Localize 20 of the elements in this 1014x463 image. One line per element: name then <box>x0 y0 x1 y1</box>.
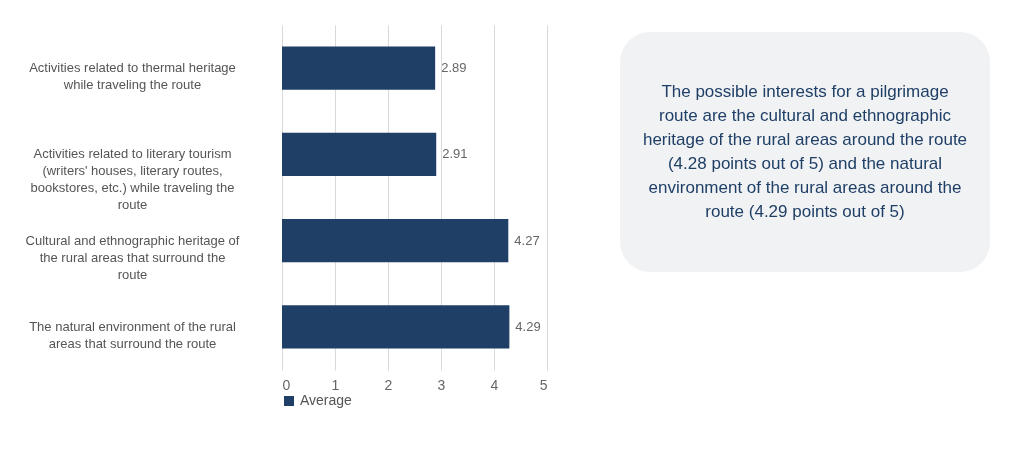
y-tick-label: The natural environment of the rural areas that surround the route <box>29 318 236 351</box>
x-tick-label: 5 <box>539 376 548 393</box>
bar <box>282 219 509 263</box>
y-tick-label: Activities related to thermal heritage while traveling the route <box>29 60 236 93</box>
legend-label: Average <box>300 392 353 408</box>
x-tick-label: 4 <box>490 376 499 393</box>
data-label: 4.27 <box>514 232 540 248</box>
x-tick-label: 3 <box>437 376 446 393</box>
x-tick-label: 2 <box>384 376 393 393</box>
x-tick-label: 1 <box>331 376 340 393</box>
bar <box>282 46 436 90</box>
bar <box>282 132 437 176</box>
data-label: 2.91 <box>442 146 468 162</box>
bar <box>282 305 510 349</box>
y-tick-label: Cultural and ethnographic heritage of the rural areas that surround the route <box>25 232 240 282</box>
x-tick-label: 0 <box>282 376 291 393</box>
y-tick-label: Activities related to literary tourism (writers' houses, literary routes, bookstores, etc.) while traveling the route <box>30 146 235 213</box>
data-label: 2.89 <box>441 60 467 76</box>
data-label: 4.29 <box>515 318 541 334</box>
text: The possible interests for a pilgrimage route are the cultural and ethnographic heritage of the rural areas around the route (4.28 points out of 5) and the natural environment of the rural areas around the route (4.29 points out of 5) <box>620 32 990 272</box>
